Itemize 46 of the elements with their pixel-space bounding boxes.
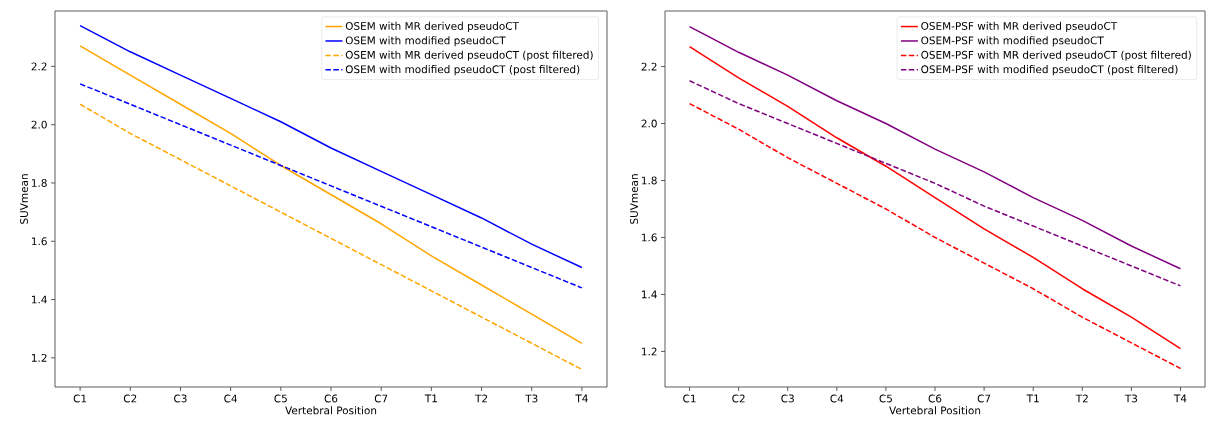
x-tick-label: C1 <box>683 394 696 403</box>
x-tick-label: C5 <box>274 394 287 403</box>
y-tick-label: 1.6 <box>31 237 47 246</box>
x-axis-title: Vertebral Position <box>889 406 981 415</box>
legend-label: OSEM with modified pseudoCT <box>345 36 506 47</box>
y-tick-label: 1.4 <box>641 290 657 299</box>
y-tick-label: 1.8 <box>31 179 47 187</box>
y-tick-label: 2.2 <box>641 62 657 71</box>
x-tick-label: T3 <box>525 394 538 403</box>
x-tick-label: C2 <box>123 394 137 403</box>
legend-label: OSEM with MR derived pseudoCT <box>345 21 519 32</box>
y-tick-label: 1.2 <box>641 347 657 356</box>
y-tick-label: 2.2 <box>31 62 47 71</box>
x-tick-label: C4 <box>224 394 238 403</box>
legend-label: OSEM with modified pseudoCT (post filtered) <box>345 65 580 76</box>
y-tick-label: 2.0 <box>31 120 47 129</box>
y-tick-label: 2.0 <box>641 119 657 128</box>
x-tick-label: C3 <box>174 394 187 403</box>
y-axis-title: SUVmean <box>20 174 28 224</box>
x-tick-label: T4 <box>1173 394 1187 403</box>
x-tick-label: C3 <box>781 394 794 403</box>
y-tick-label: 1.6 <box>641 233 657 242</box>
x-tick-label: C2 <box>732 394 745 403</box>
x-tick-label: C7 <box>374 394 388 403</box>
legend-label: OSEM-PSF with MR derived pseudoCT (post filtered) <box>921 50 1191 61</box>
x-tick-label: T4 <box>575 394 588 403</box>
y-axis-title: SUVmean <box>630 174 638 224</box>
legend-label: OSEM-PSF with MR derived pseudoCT <box>921 21 1118 32</box>
x-tick-label: T3 <box>1124 394 1138 403</box>
y-tick-label: 1.2 <box>31 353 47 362</box>
x-axis-title: Vertebral Position <box>285 406 377 415</box>
x-tick-label: C6 <box>324 394 338 403</box>
y-tick-label: 1.8 <box>641 176 657 185</box>
x-tick-label: C1 <box>73 394 87 403</box>
x-tick-label: T2 <box>475 394 488 403</box>
x-tick-label: T2 <box>1075 394 1088 403</box>
x-tick-label: C4 <box>830 394 844 403</box>
x-tick-label: T1 <box>1026 394 1039 403</box>
x-tick-label: C5 <box>879 394 892 403</box>
x-tick-label: T1 <box>424 394 437 403</box>
y-tick-label: 1.4 <box>31 295 47 304</box>
legend-label: OSEM with MR derived pseudoCT (post filtered) <box>345 50 593 61</box>
x-tick-label: C7 <box>977 394 991 403</box>
legend-label: OSEM-PSF with modified pseudoCT <box>921 36 1104 47</box>
x-tick-label: C6 <box>928 394 942 403</box>
legend-label: OSEM-PSF with modified pseudoCT (post filtered) <box>921 65 1178 76</box>
